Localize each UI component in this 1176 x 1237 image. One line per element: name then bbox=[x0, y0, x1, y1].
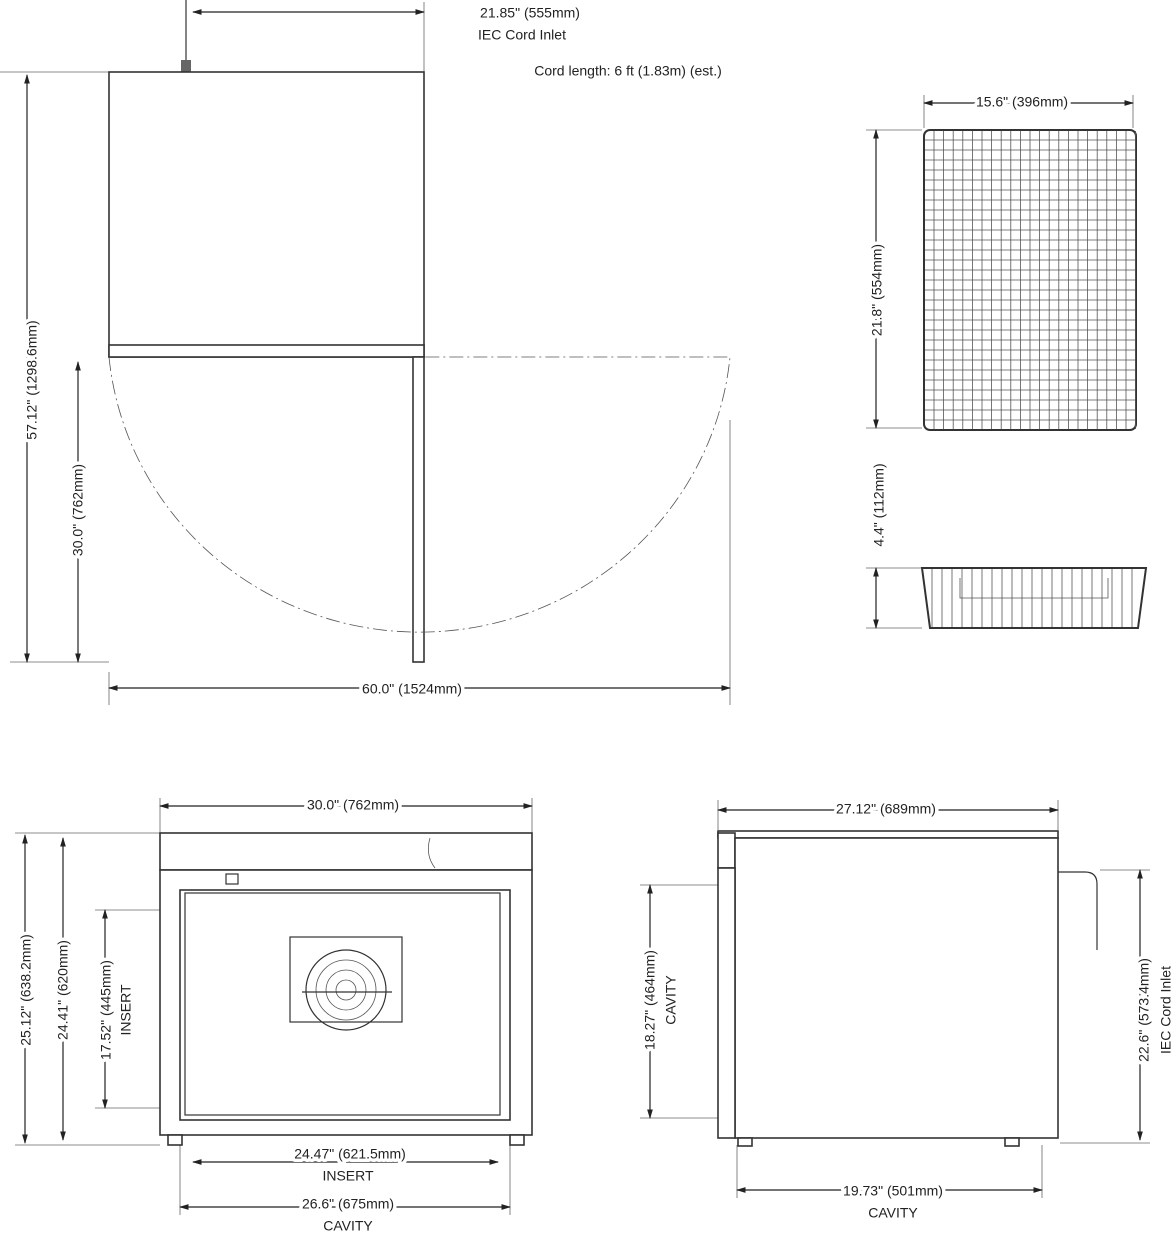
dimension-note: CAVITY bbox=[323, 1218, 373, 1234]
dimension-label: 24.41" (620mm) bbox=[55, 940, 71, 1040]
dimension-label: 60.0" (1524mm) bbox=[362, 681, 462, 697]
dimension-note: CAVITY bbox=[868, 1205, 918, 1221]
top-view: 21.85" (555mm) IEC Cord Inlet Cord lengt… bbox=[0, 0, 731, 705]
dimension-label: 22.6" (573.4mm) bbox=[1136, 958, 1152, 1062]
dimension-label: 15.6" (396mm) bbox=[976, 94, 1068, 110]
dimension-label: 57.12" (1298.6mm) bbox=[24, 320, 40, 439]
dimension-label: 19.73" (501mm) bbox=[843, 1183, 943, 1199]
dimension-note: INSERT bbox=[322, 1168, 374, 1184]
dimension-note: INSERT bbox=[118, 984, 134, 1036]
note: Cord length: 6 ft (1.83m) (est.) bbox=[534, 63, 722, 79]
dimension-note: CAVITY bbox=[663, 975, 679, 1025]
dimension-label: 21.8" (554mm) bbox=[869, 244, 885, 336]
dimension-note: IEC Cord Inlet bbox=[478, 27, 566, 43]
dimension-label: 30.0" (762mm) bbox=[70, 464, 86, 556]
dimension-label: 27.12" (689mm) bbox=[836, 801, 936, 817]
dimension-note: IEC Cord Inlet bbox=[1158, 966, 1174, 1054]
side-view: 27.12" (689mm) 18.27" (464mm) CAVITY 22.… bbox=[638, 797, 1174, 1221]
front-view: 30.0" (762mm) 25.12" (638.2mm) 24.41" (6… bbox=[14, 793, 533, 1234]
dimension-label: 18.27" (464mm) bbox=[642, 950, 658, 1050]
dimension-label: 17.52" (445mm) bbox=[98, 960, 114, 1060]
basket-view: 15.6" (396mm) 21.8" (554mm) 4.4" (112mm) bbox=[865, 90, 1148, 629]
dimension-label: 24.47" (621.5mm) bbox=[294, 1146, 406, 1162]
dimension-label: 21.85" (555mm) bbox=[480, 5, 580, 21]
dimension-label: 25.12" (638.2mm) bbox=[18, 934, 34, 1046]
dimension-label: 4.4" (112mm) bbox=[871, 463, 887, 546]
dimension-label: 30.0" (762mm) bbox=[307, 797, 399, 813]
dimension-label: 26.6" (675mm) bbox=[302, 1196, 394, 1212]
